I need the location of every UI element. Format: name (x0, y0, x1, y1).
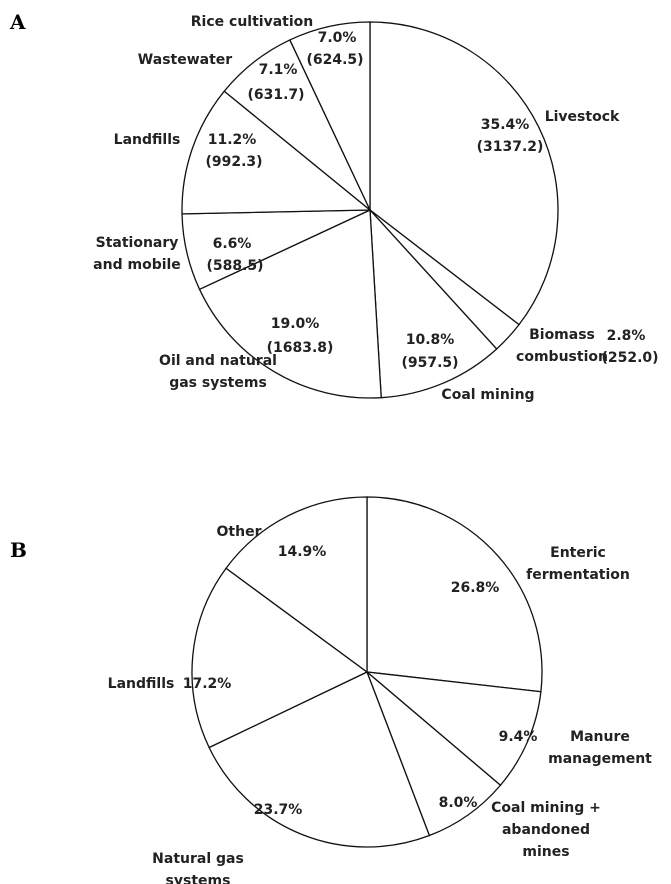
slice-label: Oil and natural gas systems (159, 353, 277, 391)
value-label: 35.4% (480, 117, 530, 133)
slice-label: Natural gas systems (152, 851, 244, 884)
slice-label: Biomass combustion (516, 327, 608, 365)
amount-label: (1683.8) (266, 340, 334, 356)
value-label: 6.6% (212, 236, 252, 252)
slice-label: Livestock (544, 109, 620, 125)
slice-label: Manure management (548, 729, 652, 767)
slice-label: Coal mining (441, 387, 535, 403)
panel-letter: A (10, 10, 26, 34)
slice-label: Rice cultivation (190, 14, 314, 30)
pie-slice (198, 209, 382, 399)
amount-label: (957.5) (401, 355, 459, 371)
value-label: 19.0% (270, 316, 320, 332)
slice-label: Coal mining + abandoned mines (491, 800, 601, 860)
value-label: 7.1% (258, 62, 298, 78)
pie-slice (225, 496, 368, 674)
slice-label: Wastewater (137, 52, 233, 68)
slice-label: Stationary and mobile (93, 235, 181, 273)
value-label: 23.7% (253, 802, 303, 818)
pie-slice (369, 21, 559, 326)
amount-label: (3137.2) (476, 139, 544, 155)
amount-label: (624.5) (306, 52, 364, 68)
slice-label: Enteric fermentation (526, 545, 630, 583)
panel-letter: B (10, 538, 27, 562)
amount-label: (631.7) (247, 87, 305, 103)
pie-slice (181, 90, 372, 215)
amount-label: (252.0) (601, 350, 659, 366)
pie-slice (191, 567, 369, 749)
value-label: 26.8% (450, 580, 500, 596)
value-label: 7.0% (317, 30, 357, 46)
value-label: 10.8% (405, 332, 455, 348)
value-label: 11.2% (207, 132, 257, 148)
amount-label: (992.3) (205, 154, 263, 170)
pie-slice (364, 671, 542, 787)
value-label: 9.4% (498, 729, 538, 745)
value-label: 2.8% (606, 328, 646, 344)
pie-slice (366, 496, 543, 693)
pie-slice (289, 21, 371, 211)
amount-label: (588.5) (206, 258, 264, 274)
slice-label: Landfills (113, 132, 181, 148)
value-label: 8.0% (438, 795, 478, 811)
pie-slice (208, 671, 431, 848)
value-label: 17.2% (182, 676, 232, 692)
pie-slice (369, 208, 498, 399)
slice-label: Landfills (107, 676, 175, 692)
value-label: 14.9% (277, 544, 327, 560)
slice-label: Other (216, 524, 262, 540)
